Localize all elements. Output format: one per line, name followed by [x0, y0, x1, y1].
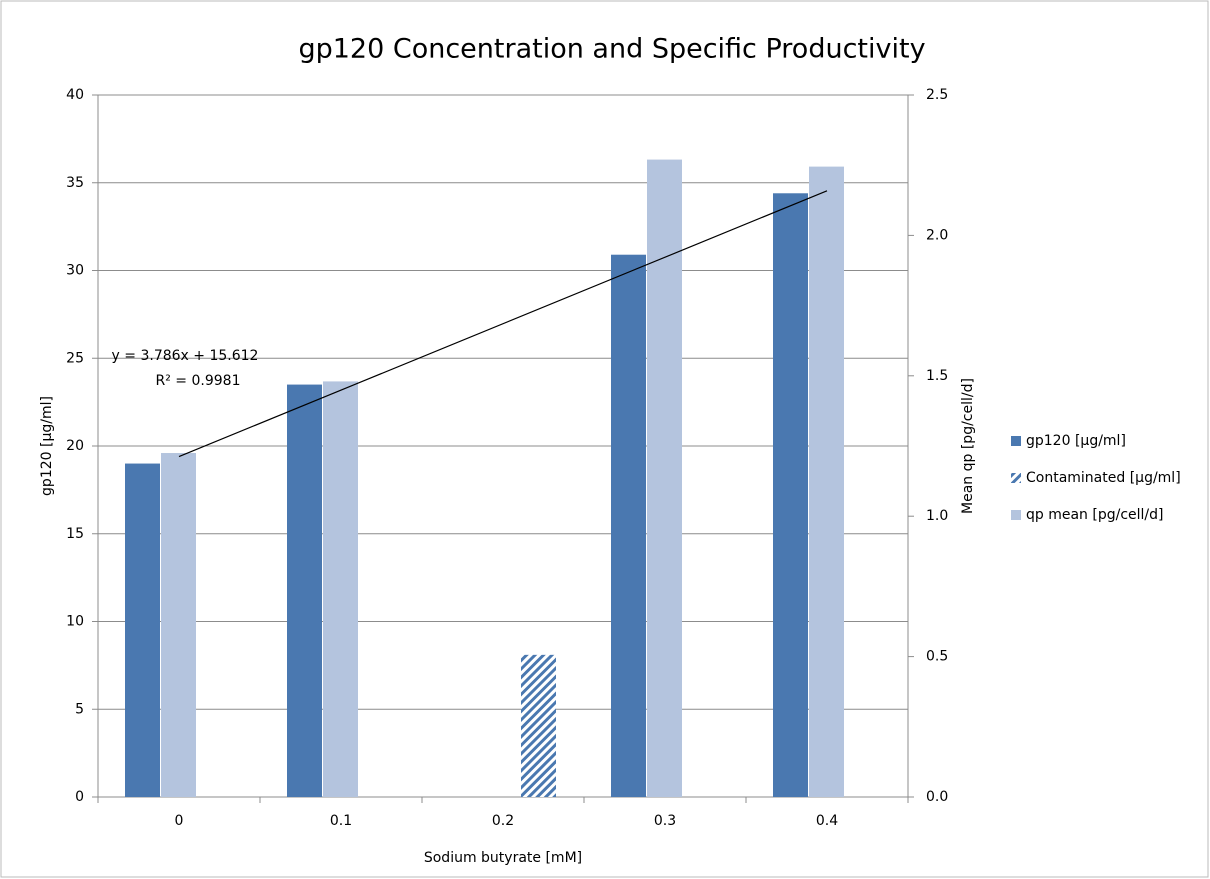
bar	[809, 166, 844, 797]
y2-tick-label: 2.5	[926, 87, 948, 103]
y-tick-label: 0	[75, 789, 84, 805]
bar	[611, 254, 646, 797]
legend-label: gp120 [µg/ml]	[1026, 433, 1126, 449]
bar	[323, 381, 358, 797]
legend-swatch	[1011, 436, 1021, 446]
trendline-r2: R² = 0.9981	[156, 373, 241, 389]
x-tick-label: 0.4	[816, 813, 838, 829]
x-tick-label: 0	[175, 813, 184, 829]
trendline-equation: y = 3.786x + 15.612	[112, 348, 259, 364]
y-axis-label: gp120 [µg/ml]	[39, 396, 55, 496]
y-tick-label: 5	[75, 701, 84, 717]
bar	[287, 384, 322, 797]
y-tick-label: 20	[66, 438, 84, 454]
legend-label: qp mean [pg/cell/d]	[1026, 507, 1163, 523]
x-tick-label: 0.1	[330, 813, 352, 829]
y2-tick-label: 0.5	[926, 649, 948, 665]
y-tick-label: 10	[66, 614, 84, 630]
y-tick-label: 35	[66, 175, 84, 191]
x-axis-label: Sodium butyrate [mM]	[424, 850, 582, 866]
trendline	[178, 190, 828, 458]
y2-axis-label: Mean qp [pg/cell/d]	[960, 378, 976, 514]
bar	[125, 463, 160, 797]
legend-label: Contaminated [µg/ml]	[1026, 470, 1181, 486]
y-tick-label: 15	[66, 526, 84, 542]
y-tick-label: 25	[66, 350, 84, 366]
bar	[521, 654, 556, 797]
x-tick-label: 0.3	[654, 813, 676, 829]
x-tick-label: 0.2	[492, 813, 514, 829]
chart-title: gp120 Concentration and Specific Product…	[298, 34, 925, 65]
y2-tick-label: 2.0	[926, 227, 948, 243]
legend-swatch	[1011, 510, 1021, 520]
y2-tick-label: 0.0	[926, 789, 948, 805]
legend-swatch	[1011, 473, 1021, 483]
bar	[773, 193, 808, 797]
y2-tick-label: 1.0	[926, 508, 948, 524]
y-tick-label: 30	[66, 263, 84, 279]
y-tick-label: 40	[66, 87, 84, 103]
bar	[647, 159, 682, 798]
y2-tick-label: 1.5	[926, 368, 948, 384]
bar	[161, 453, 196, 797]
